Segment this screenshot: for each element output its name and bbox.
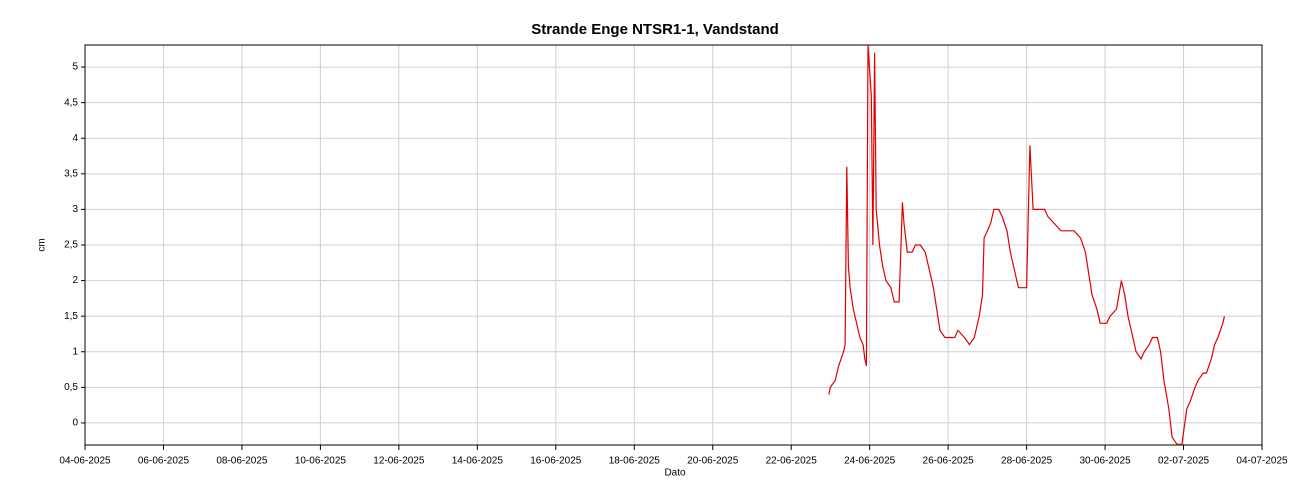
y-axis-label: cm [37,238,48,251]
x-tick-label: 02-07-2025 [1158,456,1210,467]
y-tick-label: 1,5 [64,311,78,322]
x-tick-label: 10-06-2025 [295,456,347,467]
x-axis-label: Dato [664,468,686,479]
y-tick-label: 2 [72,275,78,286]
x-tick-label: 06-06-2025 [138,456,190,467]
data-line [828,45,1225,445]
x-tick-label: 04-07-2025 [1236,456,1288,467]
x-tick-label: 08-06-2025 [216,456,268,467]
x-tick-label: 28-06-2025 [1001,456,1053,467]
chart-title: Strande Enge NTSR1-1, Vandstand [531,21,779,38]
x-tick-label: 18-06-2025 [609,456,661,467]
x-tick-label: 16-06-2025 [530,456,582,467]
y-tick-label: 4 [72,133,78,144]
x-tick-label: 04-06-2025 [59,456,111,467]
y-tick-label: 5 [72,62,78,73]
y-tick-label: 0,5 [64,382,78,393]
x-tick-label: 12-06-2025 [373,456,425,467]
y-tick-label: 2,5 [64,240,78,251]
x-tick-label: 26-06-2025 [923,456,975,467]
y-tick-label: 3 [72,204,78,215]
x-tick-label: 22-06-2025 [766,456,818,467]
plot-frame [84,44,1263,446]
x-tick-label: 20-06-2025 [687,456,739,467]
y-tick-label: 0 [72,418,78,429]
x-tick-label: 30-06-2025 [1079,456,1131,467]
x-tick-label: 14-06-2025 [452,456,504,467]
y-tick-label: 1 [72,346,78,357]
y-tick-label: 3,5 [64,168,78,179]
y-tick-label: 4,5 [64,97,78,108]
x-tick-label: 24-06-2025 [844,456,896,467]
